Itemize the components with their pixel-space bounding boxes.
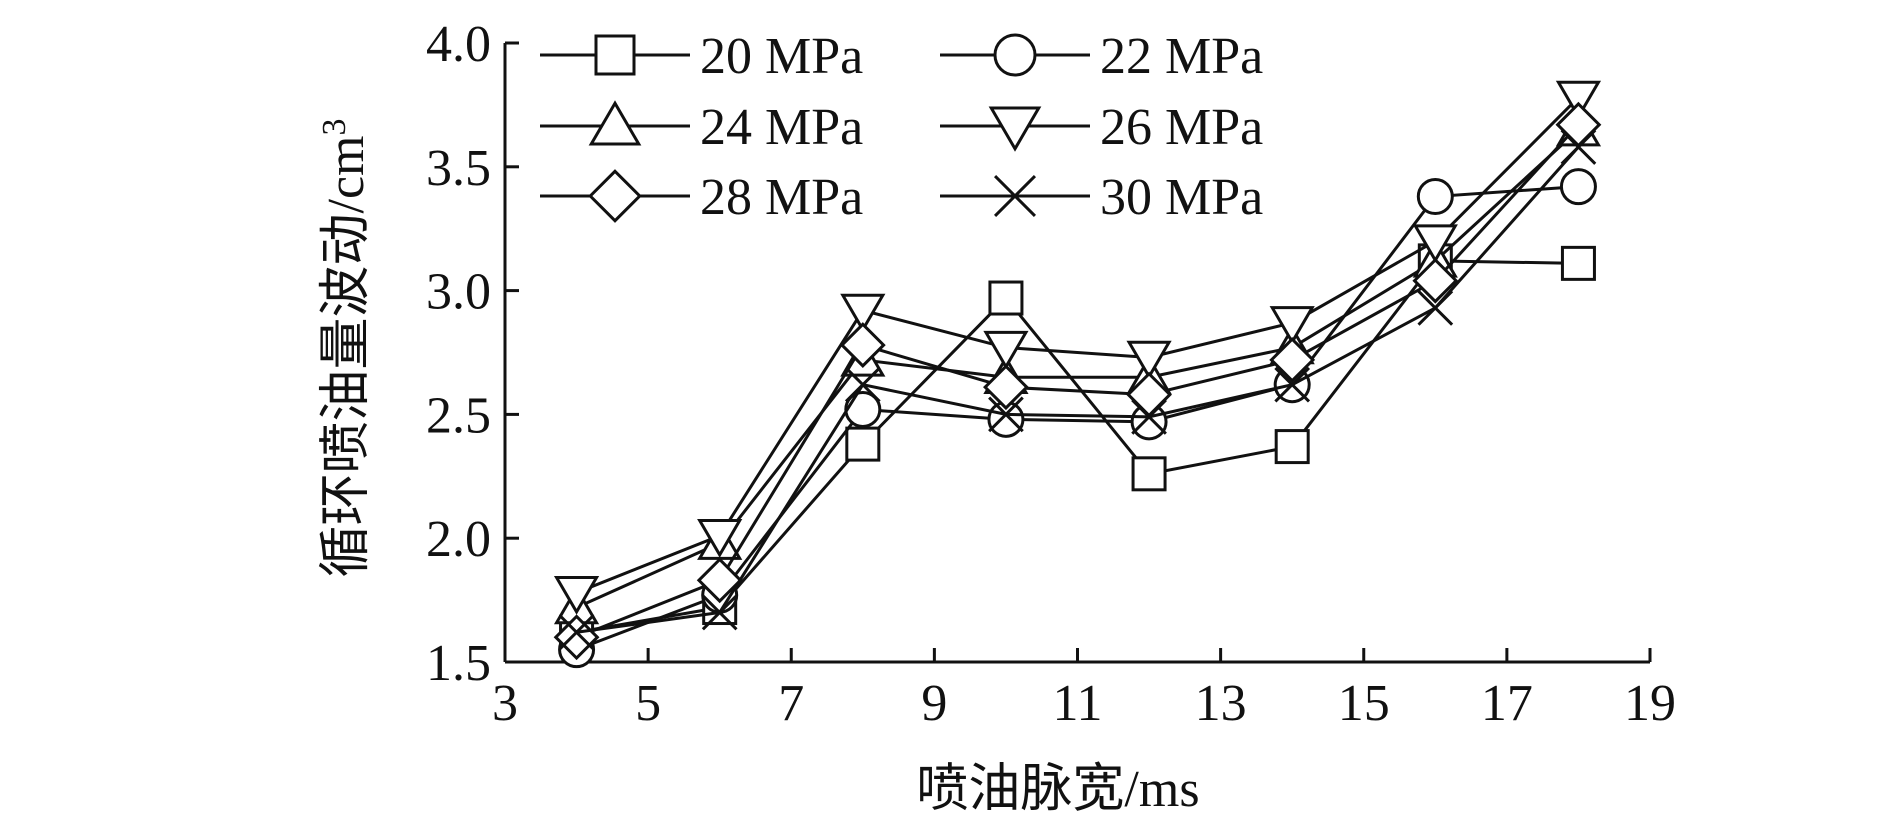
y-tick-label: 4.0 xyxy=(426,16,491,73)
x-tick-label: 9 xyxy=(921,675,947,732)
data-point xyxy=(1555,80,1602,120)
data-point xyxy=(983,330,1029,370)
series-line xyxy=(576,185,1579,652)
data-point xyxy=(845,426,881,462)
legend-item: 24 MPa xyxy=(540,99,863,156)
legend-label: 30 MPa xyxy=(1100,169,1263,226)
legend-item: 22 MPa xyxy=(940,28,1263,85)
data-point xyxy=(1416,178,1454,216)
legend-label: 20 MPa xyxy=(700,28,863,85)
y-tick-label: 2.5 xyxy=(426,387,491,444)
data-point xyxy=(558,614,595,651)
data-point xyxy=(844,366,881,403)
data-point xyxy=(1131,399,1167,435)
y-tick-label: 3.5 xyxy=(426,140,491,197)
x-tick-label: 19 xyxy=(1624,675,1676,732)
axes: 3 5 7 9 11 13 15 17 19 1.5 2.0 2.5 3.0 3.5 4.0 xyxy=(426,16,1676,732)
x-tick-label: 17 xyxy=(1481,675,1533,732)
data-point xyxy=(1269,306,1315,345)
data-point xyxy=(1560,245,1596,281)
legend-marker xyxy=(588,100,642,146)
data-point xyxy=(839,322,886,368)
series-line xyxy=(576,96,1580,595)
x-tick-label: 5 xyxy=(635,675,661,732)
series-line xyxy=(575,128,1580,609)
data-point xyxy=(1126,340,1172,380)
x-axis-title: 喷油脉宽/ms xyxy=(916,761,1199,818)
y-tick-label: 2.0 xyxy=(426,511,491,568)
y-axis-title: 循环喷油量波动/cm3 xyxy=(316,119,375,578)
data-point xyxy=(701,594,738,631)
series-layer xyxy=(553,80,1602,669)
series-26-mpa xyxy=(553,80,1602,615)
x-tick-label: 3 xyxy=(492,675,518,732)
data-point xyxy=(983,364,1029,411)
data-point xyxy=(1274,429,1310,465)
data-point xyxy=(1412,224,1458,264)
legend-label: 22 MPa xyxy=(1100,28,1263,85)
legend-marker xyxy=(988,106,1042,152)
legend-marker xyxy=(993,33,1037,77)
legend-marker xyxy=(594,34,636,76)
data-point xyxy=(988,280,1024,316)
data-point xyxy=(696,557,743,604)
series-30-mpa xyxy=(558,129,1597,651)
legend-marker xyxy=(993,174,1037,218)
data-point xyxy=(840,293,886,333)
data-point xyxy=(697,519,743,558)
x-tick-label: 15 xyxy=(1338,675,1390,732)
legend: 20 MPa 22 MPa 24 MPa 26 MPa 28 MPa 30 MPa xyxy=(540,28,1263,226)
legend-item: 28 MPa xyxy=(540,169,863,226)
data-point xyxy=(1269,337,1316,383)
legend-marker xyxy=(588,169,642,223)
legend-label: 26 MPa xyxy=(1100,99,1263,156)
series-line xyxy=(576,259,1579,634)
x-tick-label: 13 xyxy=(1195,675,1247,732)
legend-item: 20 MPa xyxy=(540,28,863,85)
x-tick-label: 7 xyxy=(778,675,804,732)
data-point xyxy=(1126,371,1172,418)
y-tick-label: 3.0 xyxy=(426,264,491,321)
data-point xyxy=(1412,257,1459,304)
data-point xyxy=(1417,290,1454,326)
data-point xyxy=(1131,456,1167,492)
legend-item: 30 MPa xyxy=(940,169,1263,226)
data-point xyxy=(553,575,600,615)
x-tick-label: 11 xyxy=(1052,675,1102,732)
series-line xyxy=(576,123,1580,639)
legend-label: 24 MPa xyxy=(700,99,863,156)
data-point xyxy=(1274,366,1311,403)
data-point xyxy=(1559,168,1597,206)
legend-label: 28 MPa xyxy=(700,169,863,226)
data-point xyxy=(988,396,1024,433)
legend-item: 26 MPa xyxy=(940,99,1263,156)
data-point xyxy=(1560,129,1597,165)
y-tick-label: 1.5 xyxy=(426,635,491,692)
series-line xyxy=(576,145,1580,634)
